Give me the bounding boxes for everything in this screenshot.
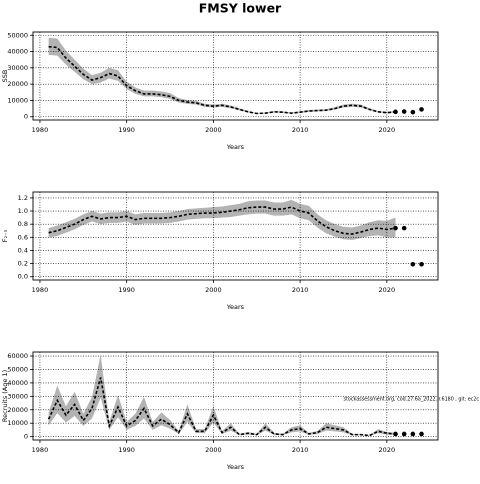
x-tick-label: 2010 [292,126,309,134]
y-tick-label: 0.4 [18,246,28,254]
y-axis-label: F₂₋₅ [1,229,9,242]
y-tick-label: 0.2 [18,260,28,268]
y-tick-label: 10000 [7,419,28,427]
x-tick-label: 1980 [32,126,49,134]
forecast-point [393,225,398,231]
confidence-band [48,37,396,114]
y-tick-label: 0.0 [18,273,28,281]
chart-title: FMSY lower [199,1,282,16]
y-tick-label: 50000 [7,31,28,39]
y-tick-label: 30000 [7,64,28,72]
y-tick-label: 0.6 [18,233,28,241]
forecast-point [419,431,424,437]
forecast-point [419,107,424,112]
x-tick-label: 1980 [32,286,49,294]
plot-frame [32,351,439,441]
x-tick-label: 1990 [118,126,135,134]
confidence-band [48,199,396,240]
x-tick-label: 2000 [205,286,222,294]
x-axis-label: Years [226,463,245,471]
forecast-point [410,109,416,115]
forecast-point [393,431,398,437]
forecast-point [410,261,416,267]
plot-frame [32,191,439,281]
x-tick-label: 2020 [379,126,396,134]
x-tick-label: 2020 [379,446,396,454]
y-tick-label: 50000 [7,365,28,373]
y-tick-label: 0.8 [18,220,28,228]
x-tick-label: 1980 [32,446,49,454]
estimate-line [48,206,396,235]
x-tick-label: 2000 [205,446,222,454]
x-tick-label: 2010 [292,446,309,454]
forecast-point [401,109,407,114]
estimate-line [48,45,396,115]
plot-frame [32,31,439,121]
y-axis-label: Recruits (Age 1) [1,370,9,422]
confidence-band [48,354,396,436]
y-tick-label: 0 [24,433,28,441]
watermark: stockassessment.org, cod.27.6a_2022, r.6… [344,397,480,403]
y-axis-label: SSB [1,70,9,83]
x-tick-label: 2000 [205,126,222,134]
y-tick-label: 30000 [7,392,28,400]
y-tick-label: 40000 [7,379,28,387]
forecast-point [401,225,407,231]
x-tick-label: 1990 [118,286,135,294]
forecast-point [410,431,416,437]
y-tick-label: 40000 [7,48,28,56]
y-tick-label: 20000 [7,80,28,88]
y-tick-label: 20000 [7,406,28,414]
x-axis-label: Years [226,143,245,151]
x-tick-label: 1990 [118,446,135,454]
estimate-line [47,377,396,437]
forecast-point [419,261,424,267]
x-tick-label: 2010 [292,286,309,294]
x-axis-label: Years [226,303,245,311]
y-tick-label: 10000 [7,96,28,104]
y-tick-label: 60000 [7,352,28,360]
y-tick-label: 0 [24,113,28,121]
y-tick-label: 1.0 [18,207,28,215]
forecast-point [393,109,398,115]
forecast-point [401,431,407,437]
x-tick-label: 2020 [379,286,396,294]
y-tick-label: 1.2 [18,194,28,202]
